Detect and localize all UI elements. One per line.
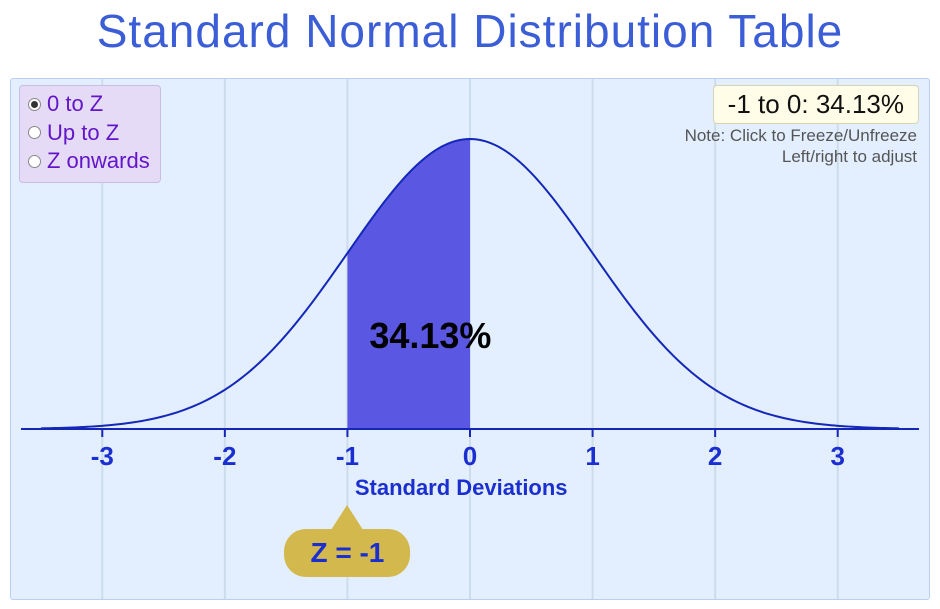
result-readout: -1 to 0: 34.13% (713, 85, 919, 124)
x-axis-title: Standard Deviations (355, 475, 568, 501)
help-note-line1: Note: Click to Freeze/Unfreeze (685, 125, 917, 146)
radio-icon (28, 98, 41, 111)
option-0-to-z[interactable]: 0 to Z (28, 90, 150, 119)
tick-label: -1 (336, 441, 359, 472)
shaded-percent-label: 34.13% (369, 315, 491, 357)
page-title: Standard Normal Distribution Table (0, 4, 940, 58)
tick-label: 3 (830, 441, 844, 472)
mode-options-panel: 0 to Z Up to Z Z onwards (19, 85, 161, 183)
tick-label: -3 (91, 441, 114, 472)
option-label: Up to Z (47, 119, 119, 148)
tick-label: 1 (585, 441, 599, 472)
option-label: Z onwards (47, 147, 150, 176)
page-root: Standard Normal Distribution Table 0 to … (0, 0, 940, 609)
tick-label: 0 (463, 441, 477, 472)
radio-icon (28, 155, 41, 168)
help-note: Note: Click to Freeze/Unfreeze Left/righ… (685, 125, 917, 168)
chart-area[interactable]: 0 to Z Up to Z Z onwards -1 to 0: 34.13%… (10, 78, 930, 600)
radio-icon (28, 126, 41, 139)
help-note-line2: Left/right to adjust (685, 146, 917, 167)
option-up-to-z[interactable]: Up to Z (28, 119, 150, 148)
tick-label: -2 (213, 441, 236, 472)
option-z-onwards[interactable]: Z onwards (28, 147, 150, 176)
option-label: 0 to Z (47, 90, 103, 119)
z-value-bubble[interactable]: Z = -1 (284, 529, 410, 577)
tick-marks (102, 429, 837, 437)
shaded-region (347, 139, 470, 429)
tick-label: 2 (708, 441, 722, 472)
